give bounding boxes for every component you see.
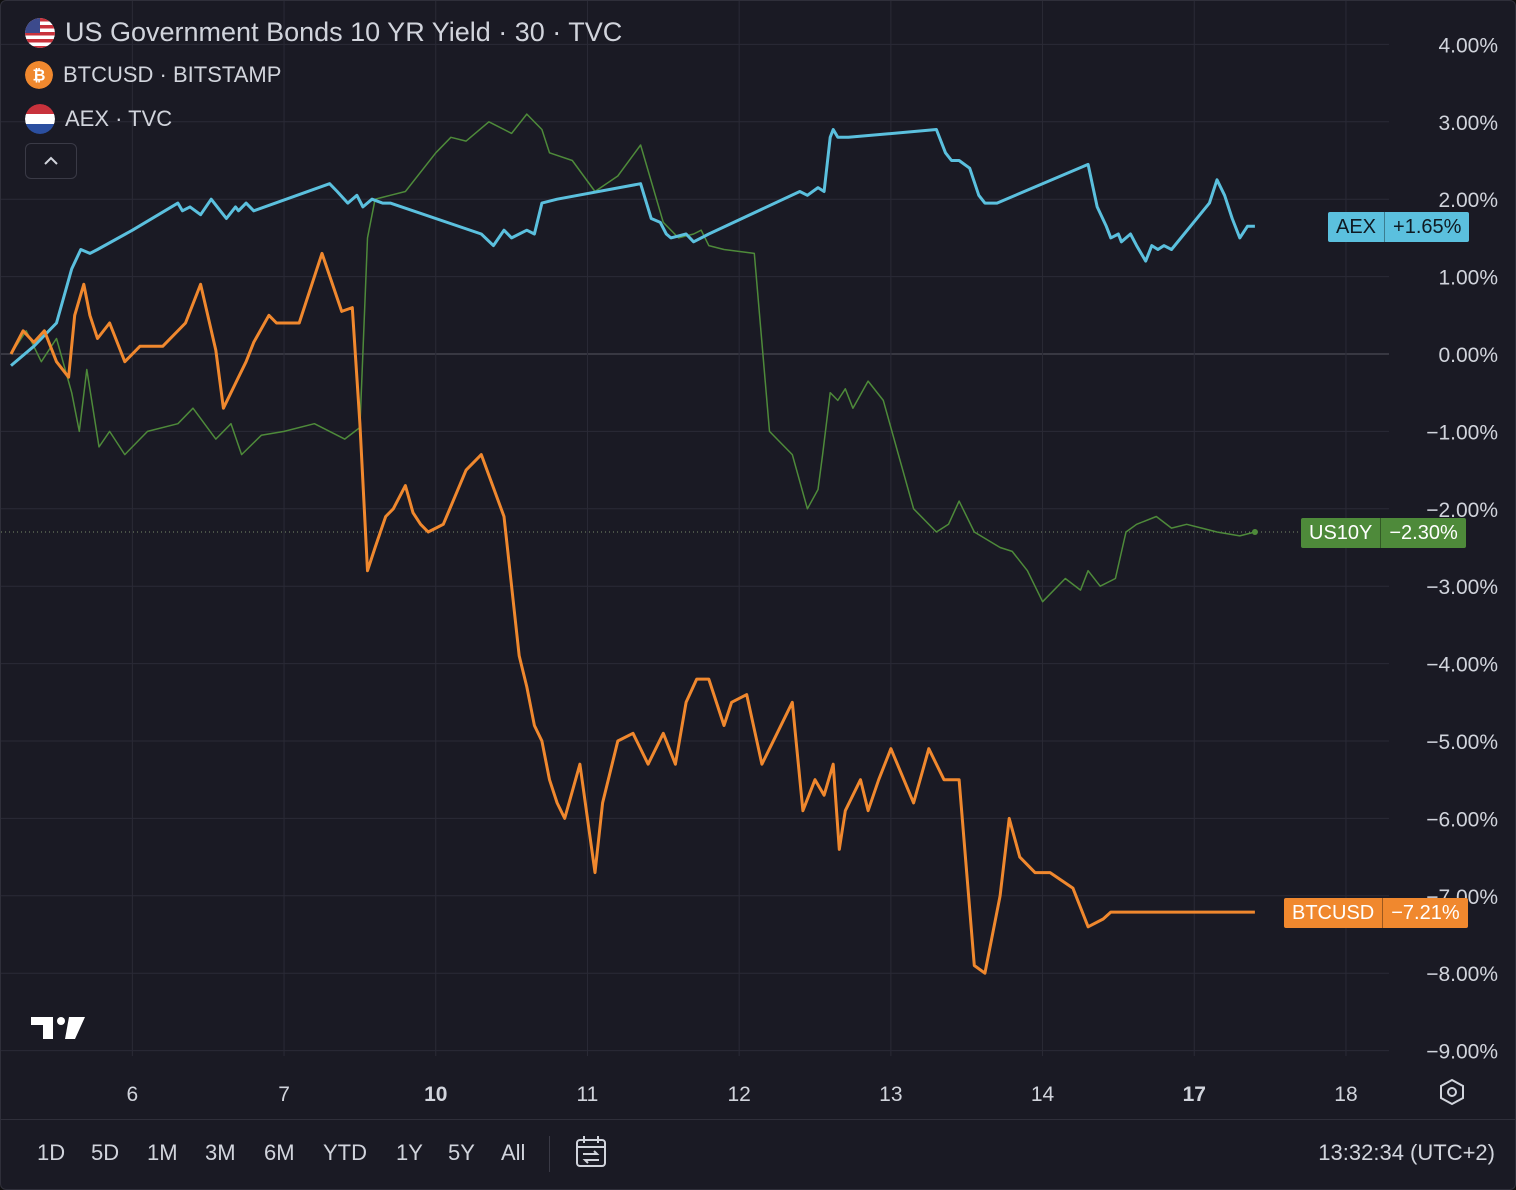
range-1m-button[interactable]: 1M (147, 1140, 178, 1165)
series-endpoint-us10y (1251, 529, 1258, 536)
x-tick-label: 11 (577, 1083, 599, 1106)
us-flag-icon (25, 17, 55, 48)
range-ytd-button[interactable]: YTD (323, 1140, 367, 1165)
badge-us10y-value: −2.30% (1380, 518, 1465, 548)
badge-aex-name: AEX (1336, 215, 1377, 238)
y-tick-label: −9.00% (1426, 1041, 1498, 1064)
y-tick-label: −3.00% (1426, 576, 1498, 599)
y-tick-label: −8.00% (1426, 963, 1498, 986)
badge-aex-value: +1.65% (1384, 212, 1469, 242)
series-line-aex (10, 128, 1255, 367)
y-tick-label: 2.00% (1438, 189, 1498, 212)
chevron-up-icon (44, 156, 58, 165)
legend-aex[interactable]: AEX · TVC (25, 104, 172, 134)
chart-settings-icon[interactable] (1437, 1077, 1467, 1107)
bitcoin-icon: ₿ (25, 61, 53, 89)
x-tick-label: 10 (424, 1083, 447, 1106)
y-tick-label: −5.00% (1426, 731, 1498, 754)
x-tick-label: 18 (1334, 1083, 1357, 1106)
y-tick-label: −2.00% (1426, 499, 1498, 522)
price-badge-btcusd: BTCUSD −7.21% (1284, 898, 1468, 928)
range-3m-button[interactable]: 3M (205, 1140, 236, 1165)
toolbar-divider (549, 1136, 550, 1172)
y-tick-label: −4.00% (1426, 654, 1498, 677)
badge-btcusd-name: BTCUSD (1292, 901, 1375, 924)
y-tick-label: 1.00% (1438, 267, 1498, 290)
range-5y-button[interactable]: 5Y (448, 1140, 475, 1165)
y-tick-label: 4.00% (1438, 34, 1498, 57)
x-tick-label: 17 (1183, 1083, 1206, 1106)
range-6m-button[interactable]: 6M (264, 1140, 295, 1165)
y-tick-label: 0.00% (1438, 344, 1498, 367)
x-tick-label: 13 (879, 1083, 902, 1106)
x-tick-label: 6 (127, 1083, 139, 1106)
range-1y-button[interactable]: 1Y (396, 1140, 423, 1165)
series-line-btc (9, 251, 1255, 975)
price-badge-aex: AEX +1.65% (1328, 212, 1470, 242)
legend-aex-label: AEX · TVC (65, 106, 173, 131)
price-badge-us10y: US10Y −2.30% (1301, 518, 1466, 548)
x-tick-label: 14 (1031, 1083, 1055, 1106)
bottom-toolbar: 1D 5D 1M 3M 6M YTD 1Y 5Y All 13:32:34 (U… (1, 1119, 1515, 1189)
range-1d-button[interactable]: 1D (37, 1140, 66, 1165)
tradingview-logo-icon[interactable] (31, 1013, 87, 1041)
x-tick-label: 7 (278, 1083, 290, 1106)
y-tick-label: −1.00% (1426, 421, 1498, 444)
y-tick-label: 3.00% (1438, 112, 1498, 135)
legend-us10y-label: US Government Bonds 10 YR Yield · 30 · T… (65, 17, 623, 47)
legend-us10y[interactable]: US Government Bonds 10 YR Yield · 30 · T… (25, 17, 622, 48)
badge-us10y-name: US10Y (1309, 521, 1373, 544)
svg-text:₿: ₿ (33, 66, 46, 85)
range-all-button[interactable]: All (501, 1140, 526, 1165)
chart-canvas[interactable]: 4.00% 3.00% 2.00% 1.00% 0.00% −1.00% −2.00% −3.… (1, 1, 1515, 1119)
legend-btcusd-label: BTCUSD · BITSTAMP (63, 62, 282, 87)
range-5d-button[interactable]: 5D (91, 1140, 120, 1165)
series-line-us10y (10, 113, 1256, 603)
x-tick-label: 12 (727, 1083, 750, 1106)
netherlands-flag-icon (25, 104, 55, 134)
y-tick-label: −6.00% (1426, 808, 1498, 831)
date-range-calendar-icon[interactable] (573, 1134, 609, 1170)
badge-btcusd-value: −7.21% (1382, 898, 1467, 928)
timezone-clock[interactable]: 13:32:34 (UTC+2) (1318, 1140, 1495, 1165)
collapse-legend-button[interactable] (25, 143, 77, 179)
legend-btcusd[interactable]: ₿ BTCUSD · BITSTAMP (25, 61, 281, 89)
